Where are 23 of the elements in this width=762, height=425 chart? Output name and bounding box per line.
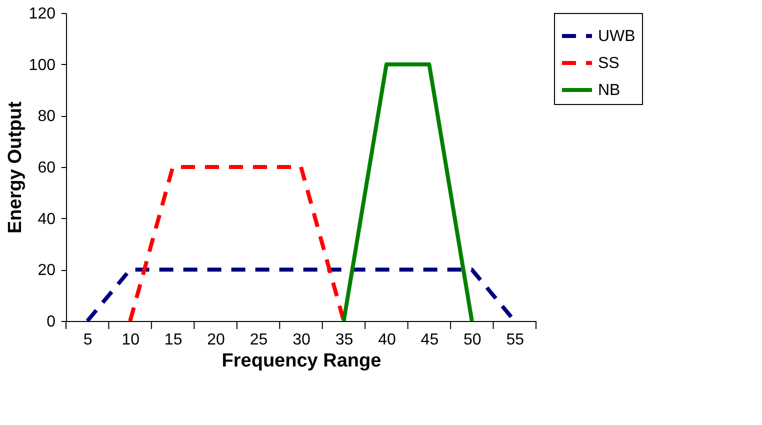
legend-label: NB: [598, 82, 620, 99]
y-tick-label: 40: [38, 210, 56, 228]
x-tick-label: 15: [164, 332, 182, 348]
y-tick-label: 80: [38, 108, 56, 126]
x-tick-label: 35: [335, 332, 354, 348]
x-tick-label: 20: [207, 332, 226, 348]
legend-label: SS: [598, 55, 620, 72]
x-tick-label: 30: [292, 332, 310, 348]
legend-label: UWB: [598, 28, 636, 45]
y-tick-label: 120: [28, 6, 56, 22]
x-tick-label: 50: [464, 332, 482, 348]
y-tick-label: 60: [38, 160, 56, 176]
y-tick-label: 100: [28, 56, 56, 74]
y-axis-title: Energy Output: [4, 100, 26, 234]
x-axis-title: Frequency Range: [222, 350, 382, 372]
x-tick-label: 45: [420, 332, 439, 348]
x-tick-label: 40: [378, 332, 396, 348]
x-tick-label: 25: [250, 332, 268, 348]
x-tick-label: 55: [506, 332, 524, 348]
y-tick-label: 20: [38, 262, 56, 280]
y-tick-label: 0: [46, 314, 56, 330]
x-tick-label: 5: [83, 332, 92, 348]
x-tick-label: 10: [122, 332, 140, 348]
